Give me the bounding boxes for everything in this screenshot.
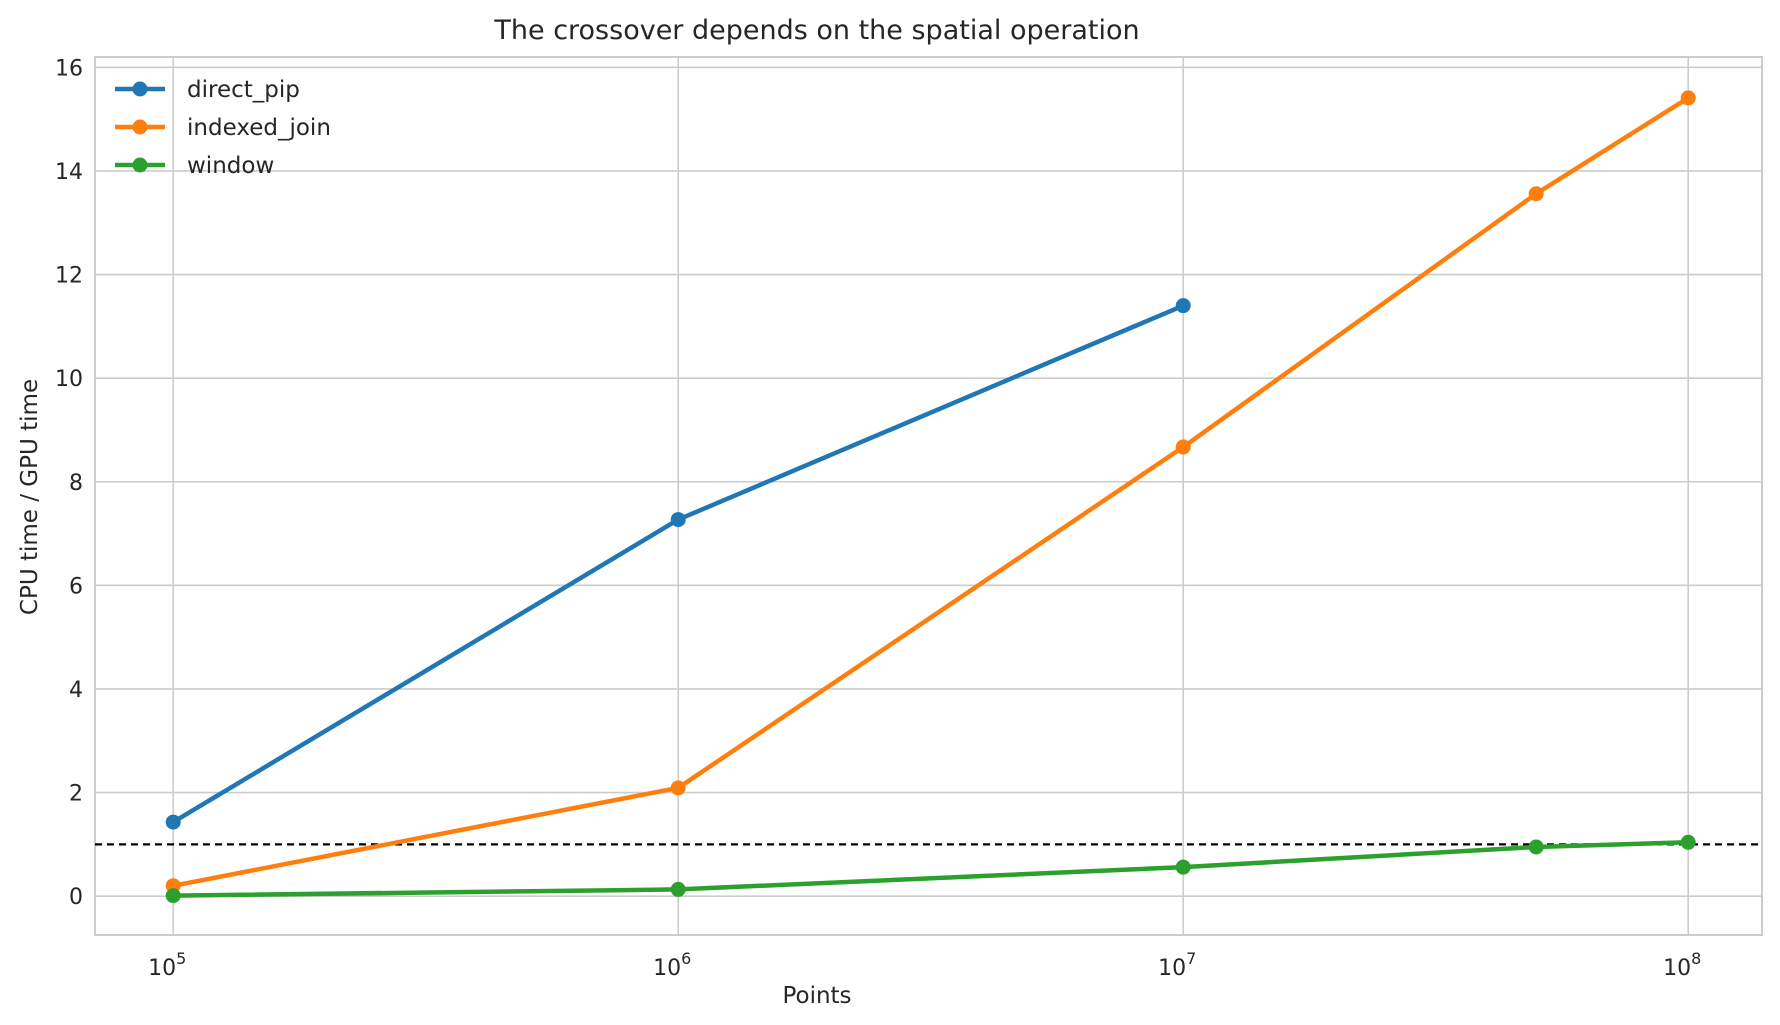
- data-point: [1680, 834, 1696, 850]
- data-point: [1680, 90, 1696, 106]
- data-point: [670, 512, 686, 528]
- data-point: [165, 814, 181, 830]
- y-tick-label: 16: [55, 56, 83, 81]
- y-tick-label: 0: [69, 885, 83, 910]
- y-tick-label: 14: [55, 160, 83, 185]
- legend-marker: [132, 119, 148, 135]
- y-tick-label: 8: [69, 471, 83, 496]
- data-point: [1175, 298, 1191, 314]
- y-axis-label: CPU time / GPU time: [17, 379, 43, 615]
- chart-title: The crossover depends on the spatial ope…: [493, 15, 1139, 46]
- legend-label: window: [187, 153, 274, 179]
- y-tick-label: 4: [69, 678, 83, 703]
- legend-item-direct_pip: direct_pip: [115, 77, 300, 103]
- y-tick-label: 2: [69, 782, 83, 807]
- data-point: [1175, 439, 1191, 455]
- x-tick-exponent: 8: [1691, 949, 1701, 968]
- plot-frame: [94, 56, 1763, 936]
- series-window: [165, 834, 1696, 904]
- data-point: [1175, 859, 1191, 875]
- y-tick-label: 6: [69, 574, 83, 599]
- y-tick-label: 10: [55, 367, 83, 392]
- legend-item-window: window: [115, 153, 274, 179]
- x-tick-exponent: 6: [681, 949, 691, 968]
- series-layer: [165, 90, 1696, 904]
- x-tick-exponent: 5: [176, 949, 186, 968]
- legend-item-indexed_join: indexed_join: [115, 115, 331, 141]
- data-point: [1528, 186, 1544, 202]
- legend-label: indexed_join: [187, 115, 331, 141]
- data-point: [1528, 839, 1544, 855]
- data-point: [165, 888, 181, 904]
- data-point: [670, 881, 686, 897]
- x-axis-label: Points: [782, 983, 851, 1009]
- y-tick-label: 12: [55, 264, 83, 289]
- series-direct_pip: [165, 298, 1191, 830]
- data-point: [670, 780, 686, 796]
- legend-label: direct_pip: [187, 77, 300, 103]
- x-tick-exponent: 7: [1186, 949, 1196, 968]
- legend-marker: [132, 157, 148, 173]
- legend-marker: [132, 81, 148, 97]
